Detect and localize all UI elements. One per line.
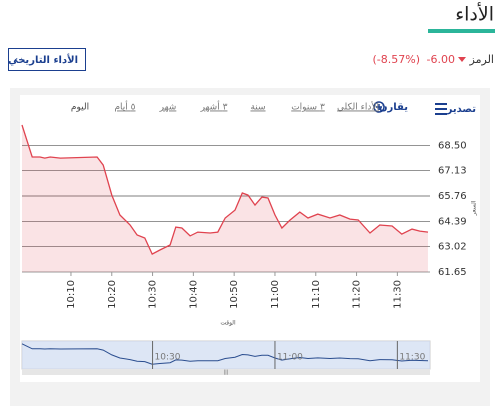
range-link[interactable]: ٣ سنوات <box>291 103 325 113</box>
navigator-tick-label: 11:30 <box>399 353 425 363</box>
x-tick-label: 11:20 <box>352 280 363 309</box>
range-link[interactable]: الأداء الكلي <box>337 101 379 113</box>
range-link[interactable]: اليوم <box>71 103 89 113</box>
change: -6.00 <box>427 53 455 66</box>
range-link[interactable]: سنة <box>250 103 265 113</box>
navigator-grip[interactable]: ||| <box>223 370 228 376</box>
navigator-line <box>21 343 429 365</box>
x-tick-label: 10:30 <box>148 280 159 309</box>
change-percent: (-8.57%) <box>373 53 421 66</box>
export-button[interactable]: تصدير <box>446 104 477 115</box>
navigator-selection <box>22 341 430 369</box>
y-tick-label: 64.39 <box>438 216 467 227</box>
symbol-label: الرمز <box>469 53 494 66</box>
y-tick-label: 65.76 <box>438 191 467 202</box>
range-link[interactable]: شهر <box>159 103 177 113</box>
y-tick-label: 68.50 <box>438 140 467 151</box>
x-tick-label: 10:40 <box>188 280 199 309</box>
page-title: الأداء <box>455 3 494 26</box>
navigator-tick-label: 11:00 <box>277 353 303 363</box>
history-chevron: ‹ <box>14 55 18 66</box>
price-line <box>21 124 429 255</box>
y-tick-label: 67.13 <box>438 166 467 177</box>
history-button-label[interactable]: الأداء التاريخي <box>8 53 78 66</box>
down-arrow <box>458 57 466 62</box>
range-link[interactable]: ٣ أشهر <box>200 101 228 113</box>
y-tick-label: 61.65 <box>438 267 467 278</box>
compare-icon <box>373 101 385 113</box>
navigator-tick-label: 10:30 <box>155 353 181 363</box>
x-tick-label: 11:10 <box>311 280 322 309</box>
x-tick-label: 11:30 <box>392 280 403 309</box>
history-button[interactable] <box>8 48 86 71</box>
y-tick-label: 63.02 <box>438 242 467 253</box>
range-link[interactable]: ٥ أيام <box>114 101 135 113</box>
x-axis-label: الوقت <box>220 320 236 327</box>
x-tick-label: 10:50 <box>229 280 240 309</box>
x-tick-label: 11:00 <box>270 280 281 309</box>
compare-plus <box>376 104 382 110</box>
menu-icon[interactable] <box>435 103 447 115</box>
x-tick-label: 10:10 <box>66 280 77 309</box>
y-axis-label: السعر <box>471 200 478 216</box>
title-underline <box>428 29 495 33</box>
navigator-scrollbar <box>22 369 430 375</box>
chart-area <box>20 95 480 382</box>
compare-button[interactable]: يقارن <box>379 102 408 113</box>
area-fill <box>22 125 428 272</box>
x-tick-label: 10:20 <box>107 280 118 309</box>
